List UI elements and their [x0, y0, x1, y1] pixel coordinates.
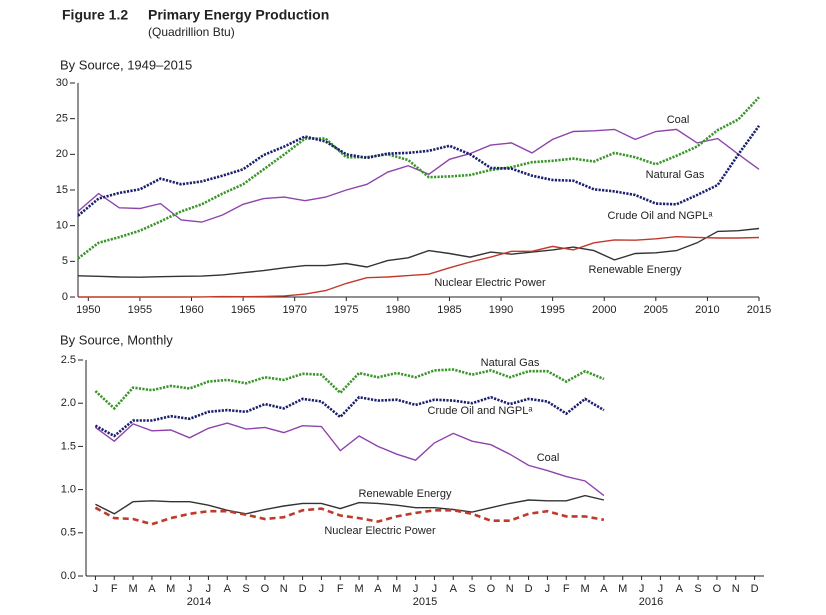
y-tick-label: 1.0 — [61, 484, 76, 496]
x-tick-label: S — [242, 583, 249, 595]
x-tick-label: A — [148, 583, 156, 595]
x-tick-label: F — [563, 583, 570, 595]
x-tick-label: 1980 — [386, 304, 410, 316]
x-tick-label: D — [525, 583, 533, 595]
x-tick-label: J — [319, 583, 325, 595]
x-tick-label: J — [639, 583, 645, 595]
y-tick-label: 20 — [56, 148, 68, 160]
series-line — [77, 125, 761, 217]
series-line — [95, 494, 605, 515]
x-tick-label: A — [224, 583, 232, 595]
x-tick-label: 1950 — [76, 304, 100, 316]
y-tick-label: 10 — [56, 220, 68, 232]
y-tick-label: 2.5 — [61, 354, 76, 366]
x-tick-label: M — [580, 583, 589, 595]
x-tick-label: M — [392, 583, 401, 595]
x-tick-label: 1990 — [489, 304, 513, 316]
x-tick-label: N — [506, 583, 514, 595]
y-tick-label: 15 — [56, 184, 68, 196]
series-label: Renewable Energy — [589, 264, 682, 276]
x-tick-label: S — [468, 583, 475, 595]
series-line — [94, 395, 605, 438]
series-label: Coal — [667, 114, 690, 126]
series-line — [78, 235, 760, 298]
x-tick-label: S — [694, 583, 701, 595]
x-tick-label: N — [280, 583, 288, 595]
series-label: Nuclear Electric Power — [324, 525, 436, 537]
y-tick-label: 25 — [56, 113, 68, 125]
series-label: Natural Gas — [481, 357, 540, 369]
y-tick-label: 0 — [62, 291, 68, 303]
x-tick-label: 2000 — [592, 304, 616, 316]
x-tick-label: D — [751, 583, 759, 595]
x-tick-label: O — [261, 583, 270, 595]
x-tick-label: A — [450, 583, 458, 595]
x-tick-label: J — [658, 583, 664, 595]
chart-title: By Source, Monthly — [60, 332, 173, 347]
x-tick-label: 1955 — [128, 304, 152, 316]
y-tick-label: 0.5 — [61, 527, 76, 539]
year-label: 2015 — [413, 596, 437, 608]
x-tick-label: J — [206, 583, 212, 595]
series-label: Natural Gas — [646, 169, 705, 181]
y-tick-label: 5 — [62, 255, 68, 267]
y-tick-label: 1.5 — [61, 440, 76, 452]
figure-title: Primary Energy Production — [148, 7, 329, 23]
year-label: 2016 — [639, 596, 663, 608]
y-tick-label: 2.0 — [61, 397, 76, 409]
x-tick-label: 1965 — [231, 304, 255, 316]
series-line — [94, 422, 605, 497]
series-label: Renewable Energy — [359, 488, 452, 500]
x-tick-label: N — [732, 583, 740, 595]
y-tick-label: 0.0 — [61, 570, 76, 582]
x-tick-label: D — [299, 583, 307, 595]
x-tick-label: J — [187, 583, 193, 595]
figure-subtitle: (Quadrillion Btu) — [148, 25, 235, 39]
x-tick-label: 2010 — [695, 304, 719, 316]
x-tick-label: 1960 — [179, 304, 203, 316]
series-label: Crude Oil and NGPLᵃ — [608, 210, 714, 222]
x-tick-label: 2005 — [644, 304, 668, 316]
x-tick-label: J — [93, 583, 99, 595]
figure-number: Figure 1.2 — [62, 7, 128, 23]
x-tick-label: O — [487, 583, 496, 595]
series-label: Crude Oil and NGPLᵃ — [428, 405, 534, 417]
x-tick-label: 1985 — [437, 304, 461, 316]
x-tick-label: O — [713, 583, 722, 595]
x-tick-label: 1995 — [540, 304, 564, 316]
series-line — [94, 368, 605, 411]
series-line — [77, 227, 760, 278]
series-label: Coal — [537, 452, 560, 464]
x-tick-label: A — [374, 583, 382, 595]
x-tick-label: J — [545, 583, 551, 595]
x-tick-label: M — [354, 583, 363, 595]
x-tick-label: 1975 — [334, 304, 358, 316]
series-line — [77, 128, 760, 223]
x-tick-label: M — [618, 583, 627, 595]
x-tick-label: A — [676, 583, 684, 595]
x-tick-label: M — [128, 583, 137, 595]
x-tick-label: F — [111, 583, 118, 595]
x-tick-label: A — [600, 583, 608, 595]
x-tick-label: 2015 — [747, 304, 771, 316]
x-tick-label: J — [432, 583, 438, 595]
series-label: Nuclear Electric Power — [434, 277, 546, 289]
x-tick-label: 1970 — [282, 304, 306, 316]
y-tick-label: 30 — [56, 77, 68, 89]
x-tick-label: J — [413, 583, 419, 595]
series-line — [94, 506, 605, 526]
x-tick-label: M — [166, 583, 175, 595]
x-tick-label: F — [337, 583, 344, 595]
year-label: 2014 — [187, 596, 211, 608]
chart-title: By Source, 1949–2015 — [60, 57, 192, 72]
